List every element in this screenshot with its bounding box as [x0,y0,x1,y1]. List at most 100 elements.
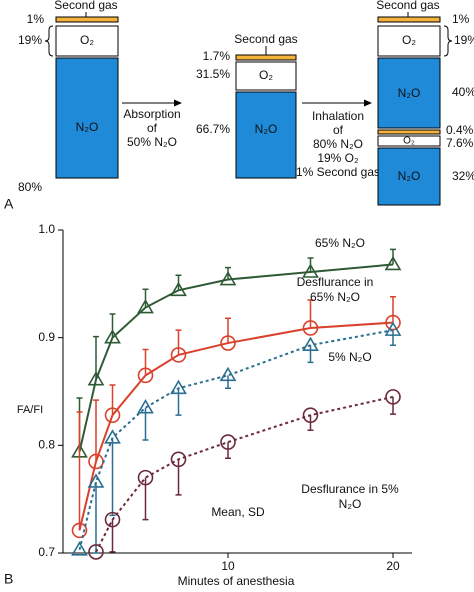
marker [385,314,401,331]
brace [44,25,54,57]
second-gas-label: Second gas [234,32,297,46]
n2o-label: N₂O [76,120,99,134]
marker [384,321,402,336]
arrow-text: 80% N₂O [313,137,363,151]
pct-label: 1.7% [203,49,231,63]
pct-label: 7.6% [446,136,474,150]
error-bar [109,519,116,553]
marker [219,270,237,286]
error-bar [109,313,116,338]
x-axis-title: Minutes of anesthesia [178,574,295,588]
error-bar [76,411,83,531]
pct-label: 66.7% [196,122,230,136]
series-line [78,263,394,453]
error-bar [390,396,396,415]
marker [137,399,154,414]
second-gas-box [55,16,119,23]
n2o-label: N₂O [398,86,421,100]
series-label: Desflurance in 5% N₂O [301,482,399,511]
pct-label: 31.5% [196,67,230,81]
second-gas-box [235,54,297,61]
y-tick-label: 1.0 [38,222,55,236]
arrow-text: Inhalation [312,109,364,123]
marker [137,367,154,384]
marker [220,434,236,450]
y-tick-label: 0.9 [38,330,55,344]
marker [170,379,187,395]
error-bar [175,329,182,355]
pct-label: 40% [452,85,474,99]
y-tick-label: 0.8 [38,438,55,452]
error-bar [307,299,314,328]
series-label: 5% N₂O [328,350,372,364]
y-tick-label: 0.7 [38,545,55,559]
o2-label: O₂ [403,136,415,147]
second-gas-box [377,129,441,135]
error-bar [93,481,99,554]
arrow-text: of [333,123,344,137]
o2-box [377,25,441,57]
marker [137,469,154,486]
n2o-box [377,147,441,206]
n2o-box [235,91,297,179]
x-tick-label: 20 [386,559,400,573]
brace [443,25,453,57]
marker [302,320,319,336]
marker [104,329,121,344]
error-bar [142,288,149,308]
error-bar [390,296,396,323]
panel-label: A [4,196,14,212]
series-line [78,329,394,551]
marker [104,511,121,528]
arrow-text: Absorption [123,107,180,121]
pct-label: 32% [452,169,474,183]
o2-label: O₂ [259,68,273,82]
n2o-label: N₂O [398,169,421,183]
arrow-head [364,99,372,107]
marker [220,335,236,351]
series-label: 65% N₂O [314,236,365,250]
panel-label: B [4,571,13,587]
error-bar [225,317,231,344]
marker [302,263,319,278]
annotation: Mean, SD [211,505,265,519]
marker [137,298,154,314]
marker [385,389,401,405]
arrow-head [174,99,182,107]
marker [302,336,319,352]
marker [104,429,121,444]
marker [170,347,187,363]
second-gas-box [377,16,441,23]
pct-label: 0.4% [446,123,474,137]
marker [71,522,88,539]
y-axis-title: FA/FI [17,404,43,416]
error-bar [175,459,182,496]
pct-label: 19% [18,33,42,47]
o2-box [235,61,297,91]
arrow-text: 19% O₂ [317,151,359,165]
series-line [78,321,394,531]
marker [170,281,187,297]
o2-label: O₂ [80,33,94,47]
pct-label: 1% [452,12,470,26]
o2-box [55,25,119,57]
marker [87,473,105,488]
marker [104,407,121,423]
column-2 [235,46,297,179]
error-bar [142,348,149,376]
error-bar [93,399,99,462]
n2o-box [377,57,441,129]
second-gas-label: Second gas [376,0,439,12]
x-tick-label: 10 [221,559,235,573]
n2o-label: N₂O [255,122,278,136]
marker [71,541,88,556]
error-bar [225,442,231,460]
pct-label: 1% [27,12,45,26]
marker [219,366,237,382]
error-bar [225,375,231,390]
o2-label: O₂ [402,33,416,47]
second-gas-label: Second gas [54,0,117,12]
n2o-box [55,57,119,179]
